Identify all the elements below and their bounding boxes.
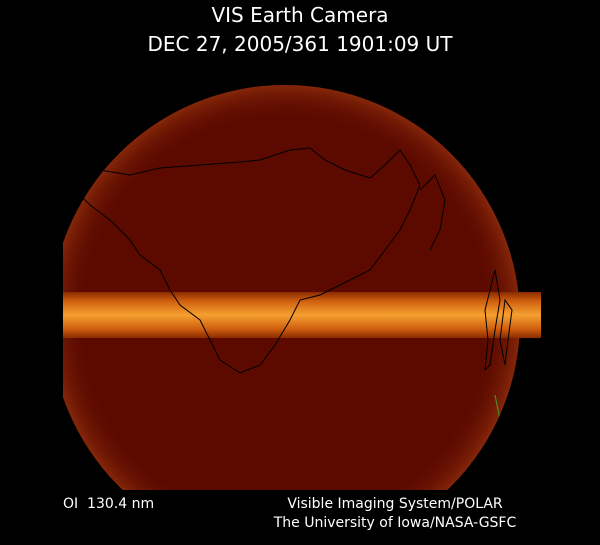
coastlines: [79, 147, 513, 374]
title: VIS Earth Camera: [211, 3, 388, 27]
timestamp: DEC 27, 2005/361 1901:09 UT: [148, 32, 454, 56]
limb-glow: [63, 85, 520, 490]
airglow-band: [63, 292, 541, 338]
credit-line: Visible Imaging System/POLAR: [287, 496, 503, 512]
credit-line: The University of Iowa/NASA-GSFC: [273, 515, 517, 531]
earth-image: [63, 85, 541, 490]
filter-label: OI 130.4 nm: [63, 496, 154, 512]
